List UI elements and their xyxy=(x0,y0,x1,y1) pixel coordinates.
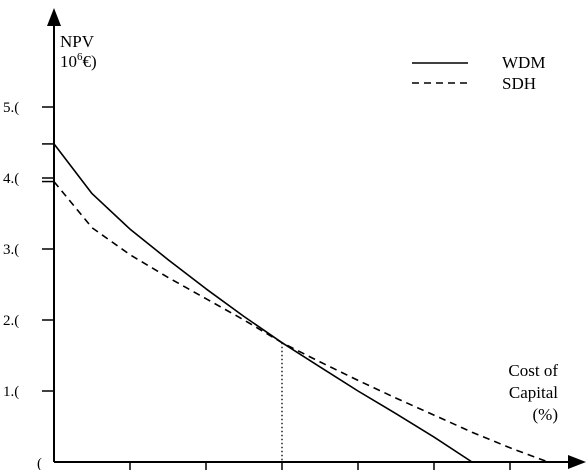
y-axis-label-line1: NPV xyxy=(60,32,95,51)
x-axis-label-line2: Capital xyxy=(509,383,558,402)
y-axis-label-base: 10 xyxy=(60,52,77,71)
y-axis-label-line2: 106€) xyxy=(60,51,97,71)
y-axis-label-tail: €) xyxy=(83,52,97,71)
y-tick-label: 2.( xyxy=(3,313,19,329)
y-tick-label: 1.( xyxy=(3,384,19,400)
axes xyxy=(47,8,586,469)
y-tick-label: 5.( xyxy=(3,100,19,116)
legend-label-wdm: WDM xyxy=(502,53,545,72)
legend-label-sdh: SDH xyxy=(502,74,536,93)
tick-marks xyxy=(42,106,511,470)
legend: WDM SDH xyxy=(412,53,545,93)
x-axis-arrow xyxy=(568,455,586,469)
series-line-sdh xyxy=(53,181,549,463)
y-tick-label: 4.( xyxy=(3,171,19,187)
y-axis-arrow xyxy=(47,8,61,26)
y-tick-label: 3.( xyxy=(3,242,19,258)
series-line-wdm xyxy=(53,143,473,463)
y-axis-label-superscript: 6 xyxy=(77,51,83,63)
x-axis-label-line1: Cost of xyxy=(508,361,558,380)
series-lines xyxy=(53,143,549,463)
x-axis-label-line3: (%) xyxy=(533,405,558,424)
tick-labels: 1.( 2.( 3.( 4.( 5.( ( xyxy=(3,100,42,470)
y-origin-label: ( xyxy=(37,456,42,470)
